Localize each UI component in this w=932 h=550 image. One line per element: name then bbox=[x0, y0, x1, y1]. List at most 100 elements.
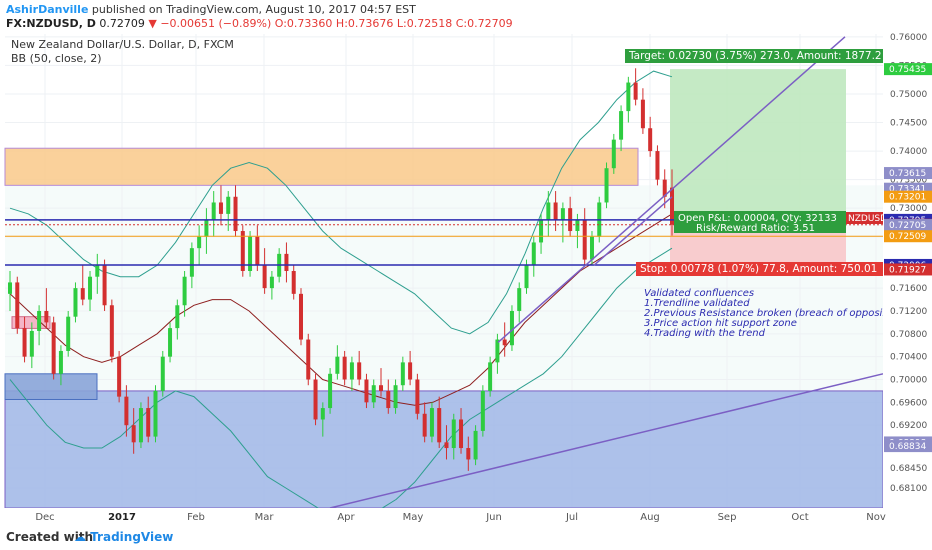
candle-body bbox=[58, 350, 63, 374]
candle-body bbox=[473, 430, 478, 460]
last-price: 0.72709 bbox=[99, 17, 145, 30]
candle-body bbox=[15, 282, 20, 329]
candle-body bbox=[262, 265, 267, 289]
resistance-zone bbox=[4, 147, 639, 186]
candle-body bbox=[168, 328, 173, 357]
candle-body bbox=[371, 385, 376, 403]
candle-body bbox=[539, 219, 544, 243]
candle-body bbox=[153, 390, 158, 437]
candle-body bbox=[255, 236, 260, 266]
candle-body bbox=[604, 168, 609, 203]
footer: Created with ☁ TradingView bbox=[0, 524, 932, 550]
chart-header: AshirDanville published on TradingView.c… bbox=[0, 0, 932, 34]
support-box-small bbox=[4, 373, 98, 400]
down-arrow-icon: ▼ bbox=[148, 17, 157, 30]
candle-body bbox=[531, 242, 536, 266]
candle-body bbox=[131, 425, 136, 443]
candle-body bbox=[248, 236, 253, 271]
x-tick-label: May bbox=[403, 512, 424, 523]
x-tick-label: Oct bbox=[791, 512, 808, 523]
price-label: 0.72509 bbox=[889, 232, 926, 242]
symbol-name[interactable]: FX:NZDUSD, D bbox=[6, 17, 96, 30]
confluence-item: 4.Trading with the trend bbox=[644, 328, 766, 339]
candle-body bbox=[502, 339, 507, 346]
candle-body bbox=[175, 305, 180, 329]
candle-body bbox=[662, 179, 667, 197]
price-change: −0.00651 (−0.89%) bbox=[160, 17, 272, 30]
y-tick-label: 0.74000 bbox=[890, 147, 927, 157]
long-trendline bbox=[329, 373, 884, 509]
candle-body bbox=[655, 151, 660, 180]
candle-body bbox=[560, 208, 565, 220]
candle-body bbox=[626, 82, 631, 112]
target-label: Target: 0.02730 (3.75%) 273.0, Amount: 1… bbox=[628, 50, 882, 62]
candle-body bbox=[73, 288, 78, 317]
candle-body bbox=[109, 305, 114, 357]
candle-body bbox=[328, 373, 333, 409]
x-axis-background bbox=[0, 508, 932, 524]
candle-body bbox=[204, 219, 209, 237]
x-tick-label: Mar bbox=[255, 512, 275, 523]
candle-body bbox=[480, 390, 485, 431]
candle-body bbox=[269, 276, 274, 289]
confluence-item: 1.Trendline validated bbox=[644, 298, 750, 309]
price-label: 0.68834 bbox=[889, 442, 926, 452]
candle-body bbox=[408, 362, 413, 380]
candle-body bbox=[349, 362, 354, 380]
candle-body bbox=[619, 111, 624, 140]
candle-body bbox=[197, 236, 202, 249]
candle-body bbox=[422, 413, 427, 437]
candle-body bbox=[488, 362, 493, 391]
pink-marker-box bbox=[11, 316, 51, 329]
candle-body bbox=[444, 442, 449, 449]
price-label: 0.73615 bbox=[889, 169, 926, 179]
y-tick-label: 0.76000 bbox=[890, 33, 927, 43]
y-tick-label: 0.68450 bbox=[890, 464, 927, 474]
candle-body bbox=[102, 265, 107, 306]
candle-body bbox=[429, 408, 434, 437]
candle-body bbox=[386, 390, 391, 409]
y-tick-label: 0.70800 bbox=[890, 330, 927, 340]
author-link[interactable]: AshirDanville bbox=[6, 3, 89, 16]
candle-body bbox=[240, 231, 245, 271]
candle-body bbox=[117, 356, 122, 397]
candle-body bbox=[669, 187, 675, 225]
x-tick-label: Jul bbox=[565, 512, 578, 523]
candle-body bbox=[364, 379, 369, 403]
candle-body bbox=[37, 310, 42, 331]
tradingview-logo[interactable]: ☁ TradingView bbox=[74, 530, 173, 544]
candle-body bbox=[415, 379, 420, 414]
x-tick-label: Aug bbox=[640, 512, 660, 523]
price-label-box bbox=[884, 219, 932, 232]
candle-body bbox=[524, 265, 529, 289]
confluence-item: 3.Price action hit support zone bbox=[644, 318, 797, 329]
candle-body bbox=[393, 385, 398, 409]
y-tick-label: 0.69200 bbox=[890, 421, 927, 431]
price-label-box bbox=[884, 167, 932, 180]
price-label-box bbox=[884, 63, 932, 76]
publish-line: AshirDanville published on TradingView.c… bbox=[6, 3, 416, 16]
candle-body bbox=[509, 310, 514, 346]
x-tick-label: Feb bbox=[187, 512, 205, 523]
symbol-line: FX:NZDUSD, D 0.72709 ▼ −0.00651 (−0.89%)… bbox=[6, 17, 513, 30]
stop-label-box bbox=[636, 262, 883, 276]
candle-body bbox=[400, 362, 405, 386]
candle-body bbox=[29, 330, 34, 357]
candle-body bbox=[233, 196, 238, 232]
target-label-box bbox=[625, 49, 883, 63]
confluence-item: 2.Previous Resistance broken (breach of … bbox=[644, 308, 889, 319]
y-tick-label: 0.75000 bbox=[890, 90, 927, 100]
candle-body bbox=[306, 339, 311, 380]
x-tick-label: 2017 bbox=[108, 512, 136, 523]
chart-legend: New Zealand Dollar/U.S. Dollar, D, FXCM … bbox=[11, 38, 234, 66]
tradingview-brand: TradingView bbox=[90, 530, 174, 544]
candle-body bbox=[138, 408, 143, 443]
price-label: 0.73201 bbox=[889, 193, 926, 203]
candle-body bbox=[88, 276, 93, 300]
y-tick-label: 0.69600 bbox=[890, 398, 927, 408]
x-tick-label: Dec bbox=[35, 512, 54, 523]
y-tick-label: 0.71200 bbox=[890, 307, 927, 317]
price-label-box bbox=[884, 230, 932, 243]
candle-body bbox=[7, 282, 13, 294]
